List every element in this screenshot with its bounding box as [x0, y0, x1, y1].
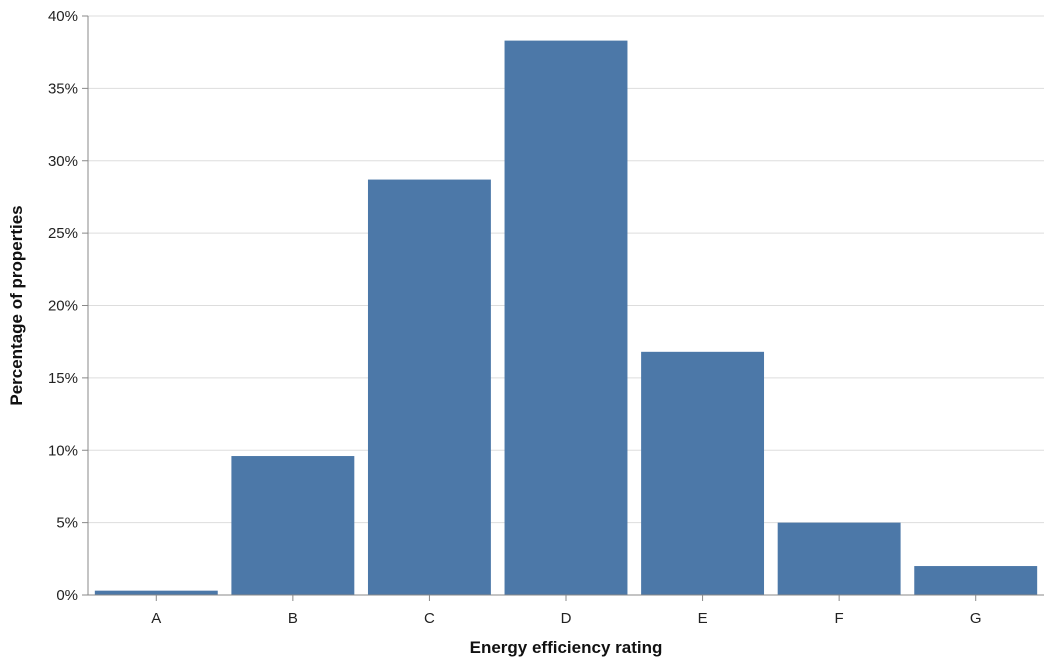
- x-axis-title: Energy efficiency rating: [470, 638, 663, 657]
- y-tick-label: 30%: [48, 153, 78, 170]
- x-tick-label: D: [561, 610, 572, 627]
- y-tick-label: 15%: [48, 370, 78, 387]
- x-tick-label: C: [424, 610, 435, 627]
- bar-g: [914, 566, 1038, 595]
- x-tick-label: A: [151, 610, 161, 627]
- x-tick-label: F: [835, 610, 844, 627]
- y-tick-label: 35%: [48, 80, 78, 97]
- y-axis-title: Percentage of properties: [7, 205, 26, 405]
- bar-b: [231, 456, 355, 595]
- bar-f: [777, 522, 901, 595]
- y-tick-label: 5%: [56, 515, 78, 532]
- x-tick-label: E: [698, 610, 708, 627]
- x-tick-label: B: [288, 610, 298, 627]
- bar-e: [641, 351, 765, 595]
- y-tick-label: 20%: [48, 298, 78, 315]
- bar-c: [367, 179, 491, 595]
- y-tick-label: 0%: [56, 587, 78, 604]
- bar-d: [504, 40, 628, 596]
- x-tick-label: G: [970, 610, 982, 627]
- tick-labels: 0% 5% 10% 15% 20% 25% 30% 35% 40% A B C D E F G: [48, 8, 982, 627]
- y-tick-label: 40%: [48, 8, 78, 25]
- bar-a: [94, 590, 218, 595]
- y-tick-label: 10%: [48, 442, 78, 459]
- axes: [82, 15, 1044, 601]
- y-tick-label: 25%: [48, 225, 78, 242]
- bars: [94, 40, 1038, 596]
